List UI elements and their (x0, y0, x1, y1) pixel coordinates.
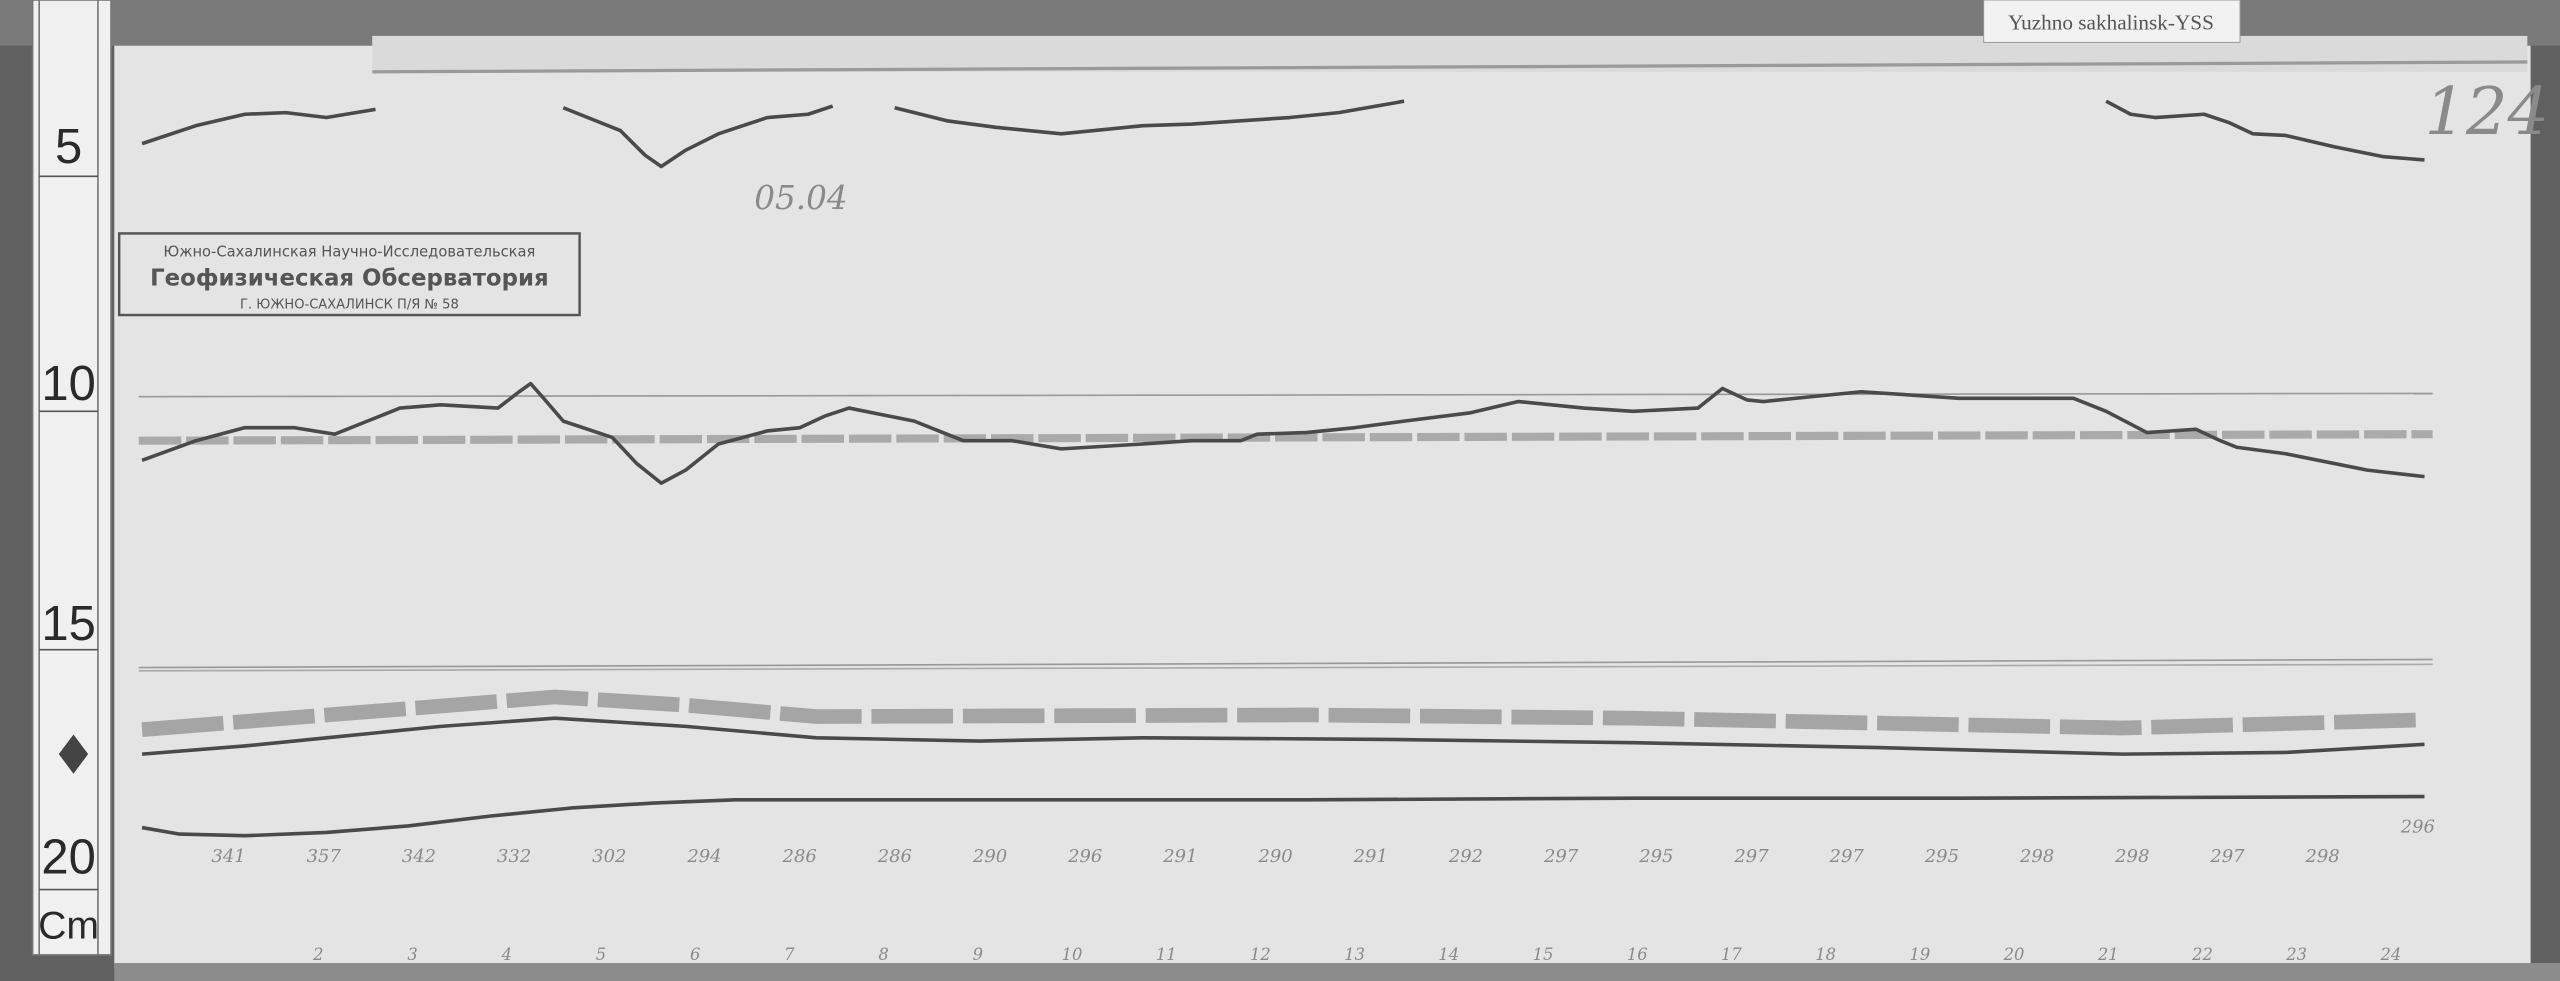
hour-label: 5 (596, 945, 606, 964)
hour-label: 22 (2191, 945, 2213, 964)
reference-band-lower (141, 689, 2425, 737)
top-trace-segment (894, 99, 1405, 136)
hour-label: 19 (1909, 945, 1930, 964)
hour-label: 3 (407, 945, 417, 964)
stamp-line-1: Южно-Сахалинская Научно-Исследовательска… (163, 243, 535, 260)
sheet-number: 124 (2424, 74, 2549, 150)
hour-label: 6 (690, 945, 700, 964)
top-trace-segment (2105, 99, 2425, 162)
baseline-lower-2 (138, 663, 2433, 672)
station-label: Yuzhno sakhalinsk-YSS (2008, 10, 2214, 34)
hour-labels: 2 3 4 5 6 7 8 9 10 11 12 13 14 15 16 17 18 19 20 21 22 23 24 (312, 945, 2401, 964)
reading-value: 296 (2400, 816, 2435, 837)
ruler-mark-15: 15 (41, 597, 95, 651)
bottom-readings: 341 357 342 332 302 294 286 286 290 296 291 290 291 2… (211, 816, 2434, 866)
station-label-tag: Yuzhno sakhalinsk-YSS (1983, 0, 2241, 43)
top-trace-segment (562, 104, 834, 169)
ruler-mark-20: 20 (41, 830, 95, 884)
reading-value: 341 (211, 846, 245, 867)
reading-value: 296 (1067, 846, 1102, 867)
reading-value: 297 (1543, 846, 1579, 867)
ruler-unit: Cm (38, 905, 99, 948)
hour-label: 4 (501, 945, 512, 964)
hour-label: 18 (1815, 945, 1836, 964)
reading-value: 298 (2114, 846, 2149, 867)
reading-value: 342 (402, 846, 436, 867)
reading-value: 291 (1353, 846, 1388, 867)
hour-label: 14 (1438, 945, 1459, 964)
paper-fold-line (372, 60, 2528, 74)
observatory-stamp: Южно-Сахалинская Научно-Исследовательска… (117, 232, 581, 317)
ruler-mark-5: 5 (55, 120, 82, 174)
reading-value: 295 (1638, 846, 1673, 867)
hour-label: 13 (1344, 945, 1365, 964)
hour-label: 15 (1533, 945, 1554, 964)
hour-label: 8 (878, 945, 888, 964)
baseline-lower-1 (138, 658, 2433, 669)
paper-sheet (114, 45, 2531, 968)
reading-value: 297 (2209, 846, 2245, 867)
reading-value: 286 (877, 846, 912, 867)
stamp-line-2: Геофизическая Обсерватория (150, 266, 549, 292)
hour-label: 23 (2285, 945, 2307, 964)
hour-label: 16 (1627, 945, 1648, 964)
reading-value: 294 (686, 846, 721, 867)
reading-value: 291 (1162, 846, 1197, 867)
hour-label: 7 (784, 945, 795, 964)
reading-value: 302 (592, 846, 626, 867)
bottom-rail (114, 963, 2560, 981)
ruler-mark-10: 10 (41, 357, 95, 411)
hour-label: 12 (1250, 945, 1271, 964)
stamp-line-3: Г. ЮЖНО-САХАЛИНСК П/Я № 58 (240, 298, 459, 313)
reading-value: 290 (972, 846, 1007, 867)
hour-label: 11 (1156, 945, 1177, 964)
hour-label: 2 (312, 945, 323, 964)
reading-value: 292 (1448, 846, 1483, 867)
hour-label: 9 (973, 945, 983, 964)
centimeter-ruler: 5 10 15 20 Cm (31, 0, 112, 956)
reference-band-middle (138, 430, 2433, 445)
reading-value: 332 (497, 846, 531, 867)
reading-value: 297 (1733, 846, 1769, 867)
reading-value: 298 (2019, 846, 2054, 867)
top-trace-segment (141, 107, 376, 146)
baseline-upper (138, 392, 2433, 398)
reading-value: 297 (1829, 846, 1865, 867)
reading-value: 290 (1257, 846, 1292, 867)
reading-value: 286 (782, 846, 817, 867)
reading-value: 357 (307, 846, 342, 867)
lower-trace (141, 716, 2425, 756)
hour-label: 24 (2379, 945, 2401, 964)
bottom-trace (141, 794, 2425, 838)
hour-label: 20 (2003, 945, 2025, 964)
traces (141, 99, 2425, 838)
date-note: 05.04 (754, 179, 847, 217)
middle-trace (141, 381, 2425, 485)
reading-value: 298 (2304, 846, 2339, 867)
hour-label: 17 (1721, 945, 1742, 964)
hour-label: 21 (2097, 945, 2119, 964)
reading-value: 295 (1924, 846, 1959, 867)
hour-label: 10 (1062, 945, 1083, 964)
